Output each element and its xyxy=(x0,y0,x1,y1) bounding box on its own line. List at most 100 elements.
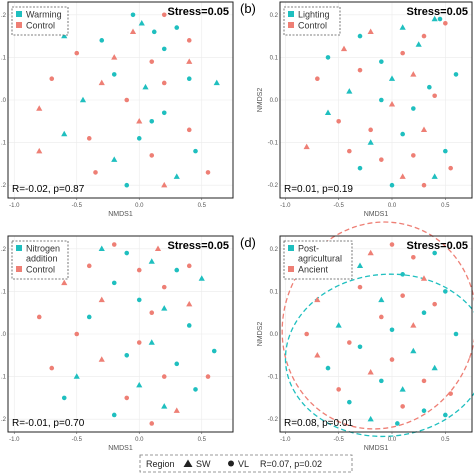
y-tick-label: -0.1 xyxy=(268,141,279,147)
data-point-circle xyxy=(93,170,98,175)
legend-key-salmon xyxy=(288,22,294,28)
x-axis-label: NMDS1 xyxy=(108,211,133,218)
data-point-triangle xyxy=(367,249,374,256)
data-point-circle xyxy=(205,170,211,175)
data-point-triangle xyxy=(98,79,105,86)
x-tick-label: 0.0 xyxy=(388,203,397,209)
data-point-circle xyxy=(74,331,80,337)
data-point-circle xyxy=(111,72,117,77)
vl-circle-icon xyxy=(228,460,234,467)
stress-text: Stress=0.05 xyxy=(407,240,468,252)
data-point-circle xyxy=(111,280,117,286)
data-point-circle xyxy=(136,267,142,273)
data-point-circle xyxy=(124,395,130,401)
legend-label: Ancient xyxy=(298,265,329,275)
data-point-triangle xyxy=(399,386,406,392)
data-point-triangle xyxy=(388,75,396,81)
data-point-circle xyxy=(161,374,167,379)
data-point-circle xyxy=(379,97,384,103)
data-point-circle xyxy=(86,263,92,269)
data-point-triangle xyxy=(79,96,87,103)
data-point-triangle xyxy=(136,381,143,388)
panels: -1.0 -0.5 0.0 0.5 .2 .1 .0 .1 .2 NMDS1 Stress=0.05… xyxy=(1,1,474,452)
x-tick-label: 0.5 xyxy=(198,203,207,209)
data-point-circle xyxy=(421,310,427,315)
legend-label: Nitrogen xyxy=(26,244,60,254)
data-point-circle xyxy=(149,421,155,426)
legend-key-salmon xyxy=(288,266,294,272)
y-tick-label: -0.2 xyxy=(268,183,279,189)
data-point-triangle xyxy=(367,28,374,35)
panel-2: -1.0 -0.5 0.0 0.5 0.2 0.1 0.0 -0.1 -0.2 NMDS1 NMDS… xyxy=(240,1,473,218)
legend-label: Post- xyxy=(298,244,319,254)
data-point-triangle xyxy=(431,173,438,179)
data-point-circle xyxy=(357,165,363,171)
data-point-circle xyxy=(193,387,198,392)
data-point-triangle xyxy=(410,322,417,328)
data-point-circle xyxy=(453,72,459,77)
data-point-triangle xyxy=(378,296,385,303)
data-point-triangle xyxy=(142,83,149,90)
data-point-triangle xyxy=(388,100,396,107)
legend-label: Warming xyxy=(26,10,62,20)
x-tick-label: -0.5 xyxy=(72,203,83,209)
stress-text: Stress=0.05 xyxy=(168,6,229,18)
data-point-triangle xyxy=(340,45,348,52)
data-point-triangle xyxy=(399,173,406,179)
panel-border xyxy=(279,235,473,433)
data-point-triangle xyxy=(111,156,118,162)
data-point-triangle xyxy=(98,245,105,251)
data-point-circle xyxy=(161,46,167,52)
data-point-circle xyxy=(347,399,352,405)
data-point-circle xyxy=(124,353,130,358)
data-point-circle xyxy=(49,365,55,371)
data-point-circle xyxy=(49,76,55,81)
y-tick-label: 0.2 xyxy=(270,247,279,253)
x-tick-label: 0.0 xyxy=(135,203,144,209)
data-point-circle xyxy=(161,110,167,116)
y-tick-label: .0 xyxy=(1,98,7,104)
data-point-circle xyxy=(389,182,395,188)
data-point-triangle xyxy=(410,347,417,354)
stress-text: Stress=0.05 xyxy=(168,240,229,252)
x-tick-label: 0.5 xyxy=(441,203,450,209)
data-point-circle xyxy=(389,327,395,333)
y-tick-label: .1 xyxy=(1,289,7,295)
data-point-triangle xyxy=(98,356,105,362)
x-axis-label: NMDS1 xyxy=(364,211,389,218)
data-point-circle xyxy=(186,76,192,81)
data-point-circle xyxy=(421,378,427,384)
data-point-circle xyxy=(336,119,341,124)
legend-label: Control xyxy=(26,265,55,275)
data-point-circle xyxy=(347,148,352,154)
data-point-triangle xyxy=(213,79,220,86)
data-point-triangle xyxy=(431,15,438,22)
data-point-circle xyxy=(400,131,405,137)
data-point-triangle xyxy=(420,126,428,133)
data-point-circle xyxy=(186,323,192,328)
x-tick-label: -0.5 xyxy=(72,437,83,443)
data-point-triangle xyxy=(173,407,180,413)
legend-label: addition xyxy=(26,254,58,264)
legend-key-salmon xyxy=(16,22,22,28)
data-point-circle xyxy=(36,314,42,320)
data-point-circle xyxy=(379,314,384,320)
x-tick-label: 0.5 xyxy=(441,437,450,443)
data-point-circle xyxy=(61,395,67,401)
data-point-triangle xyxy=(148,339,155,345)
data-point-circle xyxy=(130,12,136,18)
legend-box xyxy=(283,240,353,280)
data-point-triangle xyxy=(61,32,68,39)
data-point-triangle xyxy=(186,300,193,307)
bottom-legend-vl-label: VL xyxy=(238,459,249,469)
data-point-triangle xyxy=(161,403,168,409)
data-point-circle xyxy=(437,16,443,22)
data-point-circle xyxy=(443,148,448,154)
data-point-circle xyxy=(174,25,180,30)
data-point-circle xyxy=(421,33,427,39)
y-tick-label: .2 xyxy=(1,247,7,253)
x-tick-label: 0.5 xyxy=(198,437,207,443)
data-point-circle xyxy=(443,21,448,26)
